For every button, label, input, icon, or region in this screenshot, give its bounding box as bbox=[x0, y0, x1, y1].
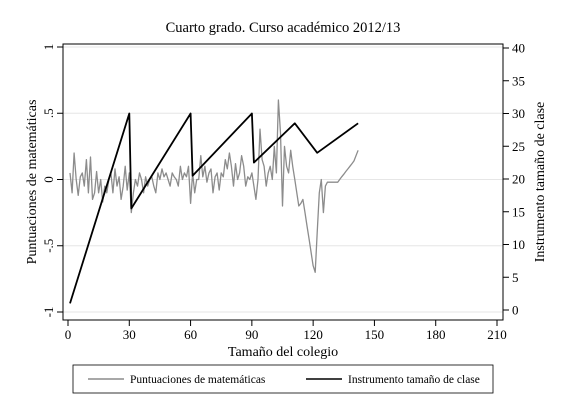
y-axis-left-label: Puntuaciones de matemáticas bbox=[25, 100, 40, 265]
series-layer bbox=[69, 99, 359, 304]
y-left-tick-label-4: 1 bbox=[41, 44, 56, 51]
y-right-tick-label-0: 0 bbox=[512, 303, 519, 318]
plot-frame bbox=[62, 43, 504, 321]
y-left-tick-label-1: -.5 bbox=[41, 239, 56, 253]
x-axis-label: Tamaño del colegio bbox=[228, 345, 338, 360]
y-axis-right: 0 5 10 15 20 25 30 35 40 bbox=[503, 41, 525, 318]
chart-title: Cuarto grado. Curso académico 2012/13 bbox=[166, 20, 401, 36]
y-right-tick-label-6: 30 bbox=[512, 106, 525, 121]
legend-box bbox=[72, 364, 494, 394]
y-right-tick-label-8: 40 bbox=[512, 41, 525, 56]
x-tick-label-6: 180 bbox=[426, 327, 446, 342]
legend: Puntuaciones de matemáticas Instrumento … bbox=[72, 364, 494, 394]
y-left-tick-label-2: 0 bbox=[41, 176, 56, 183]
y-right-tick-label-3: 15 bbox=[512, 204, 525, 219]
y-axis-left: -1 -.5 0 .5 1 bbox=[41, 44, 63, 318]
y-left-tick-label-0: -1 bbox=[41, 307, 56, 318]
x-tick-label-0: 0 bbox=[65, 327, 72, 342]
x-tick-label-4: 120 bbox=[303, 327, 323, 342]
x-axis: 0 30 60 90 120 150 180 210 bbox=[65, 320, 507, 342]
y-right-tick-label-7: 35 bbox=[512, 73, 525, 88]
y-right-tick-label-2: 10 bbox=[512, 237, 525, 252]
series-line-math-scores bbox=[69, 99, 359, 273]
x-tick-label-3: 90 bbox=[245, 327, 258, 342]
x-tick-label-1: 30 bbox=[123, 327, 136, 342]
legend-label-math-scores: Puntuaciones de matemáticas bbox=[130, 374, 266, 386]
x-tick-label-5: 150 bbox=[365, 327, 385, 342]
x-tick-label-7: 210 bbox=[487, 327, 507, 342]
y-right-tick-label-1: 5 bbox=[512, 270, 519, 285]
y-right-tick-label-4: 20 bbox=[512, 172, 525, 187]
y-axis-right-label: Instrumento tamaño de clase bbox=[533, 102, 548, 263]
x-tick-label-2: 60 bbox=[184, 327, 197, 342]
y-right-tick-label-5: 25 bbox=[512, 139, 525, 154]
y-left-tick-label-3: .5 bbox=[41, 108, 56, 118]
series-line-class-size-instrument bbox=[69, 112, 359, 304]
legend-label-class-size-instrument: Instrumento tamaño de clase bbox=[348, 374, 480, 386]
